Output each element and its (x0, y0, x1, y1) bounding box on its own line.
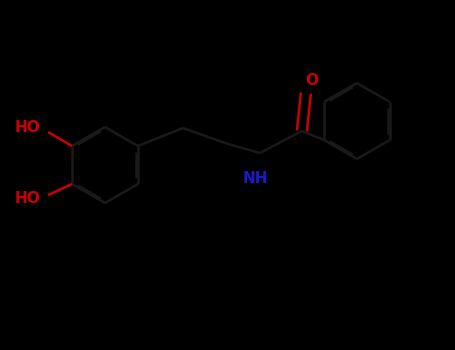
Text: HO: HO (15, 120, 40, 135)
Text: HO: HO (15, 191, 40, 206)
Text: NH: NH (242, 171, 268, 186)
Text: O: O (305, 73, 318, 88)
